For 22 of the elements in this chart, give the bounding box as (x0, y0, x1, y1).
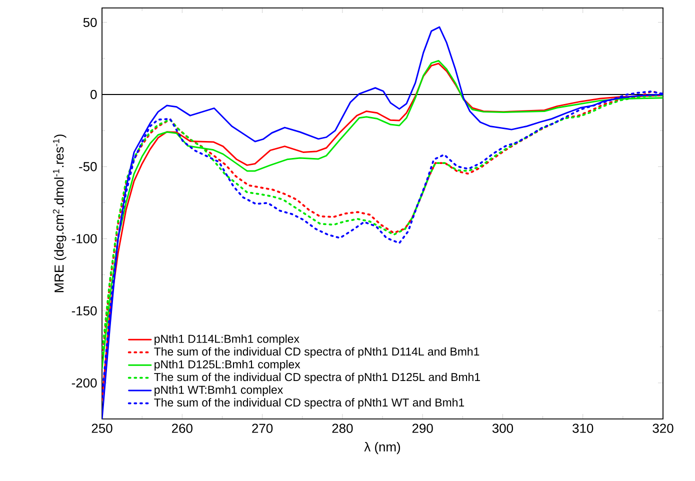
x-tick-label: 260 (172, 424, 192, 433)
legend-label: The sum of the individual CD spectra of pNth1 D125L and Bmh1 (154, 372, 480, 384)
x-tick-label: 250 (92, 424, 112, 433)
y-axis-title: MRE (deg.cm$^{2}$.dmol$^{-1}$.res$^{-1}$) (52, 134, 66, 292)
x-axis-title: λ (nm) (364, 442, 400, 454)
x-tick-label: 280 (332, 424, 353, 433)
y-tick-label: -100 (72, 234, 97, 244)
y-tick-label: -50 (79, 162, 97, 172)
legend-label: pNth1 D125L:Bmh1 complex (154, 360, 300, 371)
legend-label: pNth1 D114L:Bmh1 complex (154, 334, 300, 346)
x-tick-label: 310 (572, 424, 594, 433)
legend-label: The sum of the individual CD spectra of pNth1 D114L and Bmh1 (154, 347, 480, 358)
x-tick-label: 320 (652, 424, 674, 433)
y-tick-label: -200 (72, 378, 97, 388)
x-tick-label: 300 (492, 424, 514, 433)
x-tick-label: 270 (252, 424, 273, 433)
legend-label: The sum of the individual CD spectra of pNth1 WT and Bmh1 (154, 398, 464, 409)
y-tick-label: 50 (83, 18, 97, 27)
legend-label: pNth1 WT:Bmh1 complex (154, 385, 283, 396)
x-tick-label: 290 (412, 424, 433, 433)
y-tick-label: -150 (72, 306, 97, 316)
y-tick-label: 0 (90, 90, 97, 100)
